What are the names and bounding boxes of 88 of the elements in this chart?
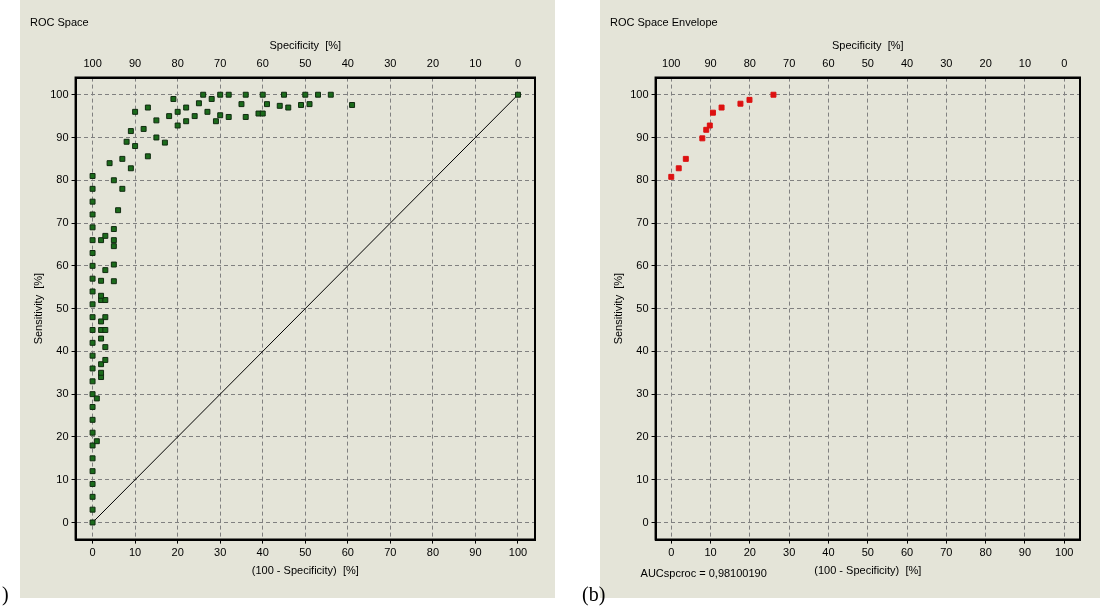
x2-tick-label: 70 [214, 57, 227, 70]
x2-tick-label: 30 [940, 57, 953, 70]
y-tick-label: 40 [636, 344, 649, 357]
x2-tick-label: 20 [979, 57, 992, 70]
x-tick-label: 40 [256, 546, 269, 559]
y-tick-label: 80 [56, 173, 69, 186]
point [699, 135, 706, 142]
x-tick-label: 20 [743, 546, 756, 559]
y-tick-label: 10 [636, 472, 649, 485]
y-tick-label: 30 [56, 387, 69, 400]
x2-tick-label: 10 [469, 57, 482, 70]
y-tick-label: 20 [56, 429, 69, 442]
x2-tick-label: 80 [743, 57, 756, 70]
text: (b) [582, 583, 606, 606]
x-axis-title: (100 - Specificity) [%] [251, 564, 359, 577]
x-tick-label: 10 [704, 546, 717, 559]
x2-tick-label: 60 [256, 57, 269, 70]
y-axis-title: Sensitivity [%] [31, 272, 44, 345]
point [668, 173, 675, 180]
x2-tick-label: 100 [83, 57, 102, 70]
x-tick-label: 50 [299, 546, 312, 559]
y-tick-label: 0 [62, 515, 69, 528]
x2-tick-label: 0 [1061, 57, 1068, 70]
point [737, 100, 744, 107]
x-tick-label: 0 [668, 546, 675, 559]
point [718, 104, 725, 111]
x-tick-label: 70 [384, 546, 397, 559]
x2-tick-label: 100 [662, 57, 681, 70]
x-tick-label: 60 [341, 546, 354, 559]
y-tick-label: 90 [636, 130, 649, 143]
x2-axis-title: Specificity [%] [269, 38, 342, 51]
x2-axis-title: Specificity [%] [832, 38, 904, 51]
x-axis-title: (100 - Specificity) [%] [814, 564, 922, 577]
y-tick-label: 30 [636, 387, 649, 400]
point [703, 126, 710, 133]
x-tick-label: 30 [783, 546, 796, 559]
y-tick-label: 70 [56, 216, 69, 229]
x2-tick-label: 90 [128, 57, 142, 70]
point [675, 165, 682, 172]
y-tick-label: 10 [56, 472, 69, 485]
x-tick-label: 100 [1055, 546, 1074, 559]
chart-title: ROC Space Envelope [610, 15, 718, 28]
x2-tick-label: 0 [514, 57, 522, 70]
point [770, 91, 777, 98]
y-tick-label: 80 [636, 173, 649, 186]
x2-tick-label: 50 [861, 57, 874, 70]
x2-tick-label: 40 [900, 57, 914, 70]
y-tick-label: 100 [630, 87, 649, 100]
x-tick-label: 80 [979, 546, 992, 559]
y-tick-label: 0 [642, 515, 649, 528]
point [706, 122, 713, 129]
x2-tick-label: 10 [1018, 57, 1032, 70]
y-tick-label: 60 [56, 258, 69, 271]
x-tick-label: 90 [1018, 546, 1032, 559]
chart-title: ROC Space [30, 15, 89, 28]
y-tick-label: 40 [56, 344, 69, 357]
y-tick-label: 20 [636, 429, 649, 442]
x2-tick-label: 40 [341, 57, 354, 70]
x-tick-label: 20 [171, 546, 184, 559]
point [682, 155, 689, 162]
x-tick-label: 0 [89, 546, 96, 559]
y-tick-label: 50 [636, 301, 649, 314]
x2-tick-label: 50 [299, 57, 312, 70]
y-tick-label: 60 [636, 258, 649, 271]
x-tick-label: 80 [426, 546, 440, 559]
x-tick-label: 30 [214, 546, 227, 559]
x-tick-label: 50 [861, 546, 874, 559]
text: ) [2, 583, 9, 606]
x2-tick-label: 90 [704, 57, 717, 70]
x2-tick-label: 70 [783, 57, 796, 70]
x2-tick-label: 60 [822, 57, 835, 70]
y-tick-label: 90 [56, 130, 69, 143]
x-tick-label: 100 [508, 546, 528, 559]
text: AUCspcroc = 0,98100190 [640, 566, 767, 579]
x2-tick-label: 80 [171, 57, 184, 70]
point [709, 109, 716, 116]
y-tick-label: 70 [636, 216, 649, 229]
x-tick-label: 90 [469, 546, 482, 559]
x-tick-label: 60 [900, 546, 914, 559]
x2-tick-label: 30 [384, 57, 397, 70]
y-tick-label: 50 [56, 301, 69, 314]
x-tick-label: 70 [940, 546, 953, 559]
y-tick-label: 100 [50, 87, 69, 100]
x2-tick-label: 20 [426, 57, 440, 70]
x-tick-label: 10 [128, 546, 142, 559]
point [746, 96, 753, 103]
x-tick-label: 40 [822, 546, 835, 559]
y-axis-title: Sensitivity [%] [611, 272, 624, 345]
